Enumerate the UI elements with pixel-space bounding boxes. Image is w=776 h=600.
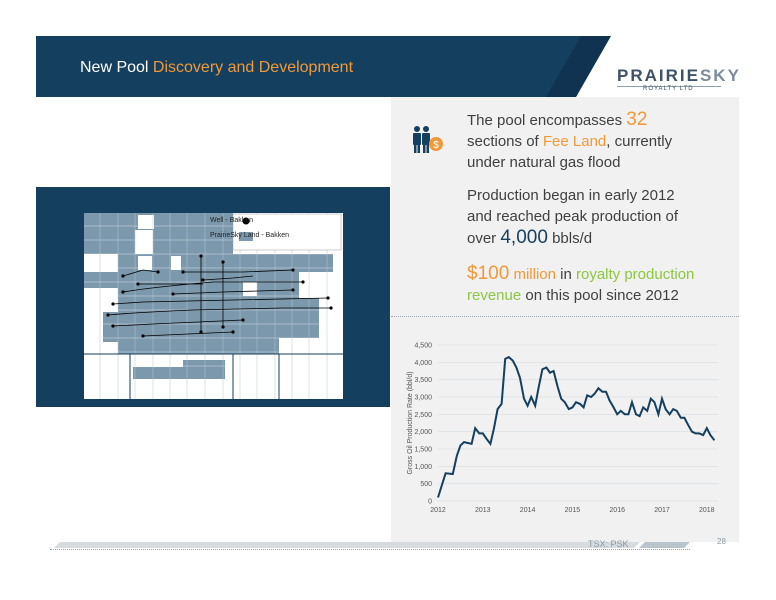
legend-land-label: PrairieSky Land - Bakken bbox=[210, 232, 289, 239]
b3-million: million bbox=[509, 266, 556, 283]
page-title: New Pool Discovery and Development bbox=[80, 59, 353, 77]
b1-line2-prefix: sections of bbox=[467, 133, 543, 150]
bullet-fee-land: The pool encompasses 32 sections of Fee … bbox=[467, 109, 672, 173]
panel-divider bbox=[391, 316, 739, 317]
logo-rule bbox=[617, 86, 721, 87]
chart-gridlines bbox=[438, 344, 718, 502]
logo-word-sky: SKY bbox=[699, 66, 741, 85]
b2-unit: bbls/d bbox=[547, 230, 593, 247]
bullet-royalty: $100 million in royalty production reven… bbox=[467, 263, 694, 306]
footer-bar bbox=[54, 542, 690, 548]
y-tick-label: 2,500 bbox=[414, 412, 432, 419]
b1-fee-land: Fee Land bbox=[542, 133, 607, 150]
land-map: Well - Bakken PrairieSky Land - Bakken bbox=[83, 212, 344, 400]
page-number: 28 bbox=[717, 537, 726, 546]
b3-royalty: royalty production bbox=[575, 266, 695, 283]
map-panel: Well - Bakken PrairieSky Land - Bakken bbox=[36, 187, 390, 407]
b2-line2: and reached peak production of bbox=[467, 208, 678, 225]
logo-subtitle: ROYALTY LTD bbox=[643, 86, 694, 92]
y-tick-label: 500 bbox=[420, 481, 432, 488]
header-banner: New Pool Discovery and Development bbox=[36, 36, 776, 97]
footer-dotline bbox=[50, 549, 690, 550]
b3-suffix: on this pool since 2012 bbox=[521, 287, 679, 304]
y-tick-label: 2,000 bbox=[414, 429, 432, 436]
legend-well-label: Well - Bakken bbox=[210, 217, 254, 224]
chart-series-line bbox=[437, 355, 716, 498]
b2-line3-prefix: over bbox=[467, 230, 501, 247]
bullet-production: Production began in early 2012 and reach… bbox=[467, 185, 678, 249]
b1-line3: under natural gas flood bbox=[467, 154, 621, 171]
y-tick-label: 0 bbox=[428, 499, 432, 506]
x-tick-label: 2016 bbox=[609, 507, 625, 514]
x-tick-label: 2015 bbox=[565, 507, 581, 514]
banner-shape bbox=[36, 36, 776, 97]
production-chart: 0 500 1,000 1,500 2,000 2,500 3,000 3,500 4,000 4… bbox=[407, 343, 718, 514]
x-tick-label: 2017 bbox=[654, 507, 670, 514]
svg-text:$: $ bbox=[433, 140, 439, 151]
people-money-icon: $ bbox=[413, 126, 443, 153]
company-logo: PRAIRIESKY bbox=[617, 66, 741, 86]
b2-peak-number: 4,000 bbox=[500, 227, 548, 248]
map-grid bbox=[83, 212, 344, 400]
title-accent: Discovery and Development bbox=[152, 59, 354, 76]
b1-sections-count: 32 bbox=[626, 109, 648, 130]
right-panel bbox=[391, 97, 739, 542]
x-tick-label: 2013 bbox=[475, 507, 491, 514]
footer-ticker: TSX: PSK bbox=[588, 539, 629, 549]
y-tick-label: 4,000 bbox=[414, 360, 432, 367]
y-tick-label: 1,500 bbox=[414, 447, 432, 454]
x-tick-label: 2018 bbox=[699, 507, 715, 514]
b1-prefix: The pool encompasses bbox=[467, 112, 627, 129]
y-tick-label: 3,500 bbox=[414, 377, 432, 384]
y-tick-label: 3,000 bbox=[414, 395, 432, 402]
x-tick-label: 2014 bbox=[520, 507, 536, 514]
y-tick-label: 1,000 bbox=[414, 464, 432, 471]
y-tick-label: 4,500 bbox=[414, 343, 432, 350]
b1-line2-suffix: , currently bbox=[606, 133, 673, 150]
chart-y-axis-label: Gross Oil Production Rate (bbl/d) bbox=[407, 371, 414, 474]
chart-x-ticks: 2012 2013 2014 2015 2016 2017 2018 bbox=[430, 507, 714, 514]
chart-y-ticks: 0 500 1,000 1,500 2,000 2,500 3,000 3,500 4,000 4… bbox=[414, 343, 432, 506]
x-tick-label: 2012 bbox=[430, 507, 446, 514]
b3-revenue: revenue bbox=[467, 287, 522, 304]
title-plain: New Pool bbox=[80, 59, 153, 76]
b2-line1: Production began in early 2012 bbox=[467, 187, 675, 204]
logo-word-prairie: PRAIRIE bbox=[617, 66, 700, 85]
b3-amount: $100 bbox=[467, 263, 510, 284]
b3-in: in bbox=[555, 266, 576, 283]
